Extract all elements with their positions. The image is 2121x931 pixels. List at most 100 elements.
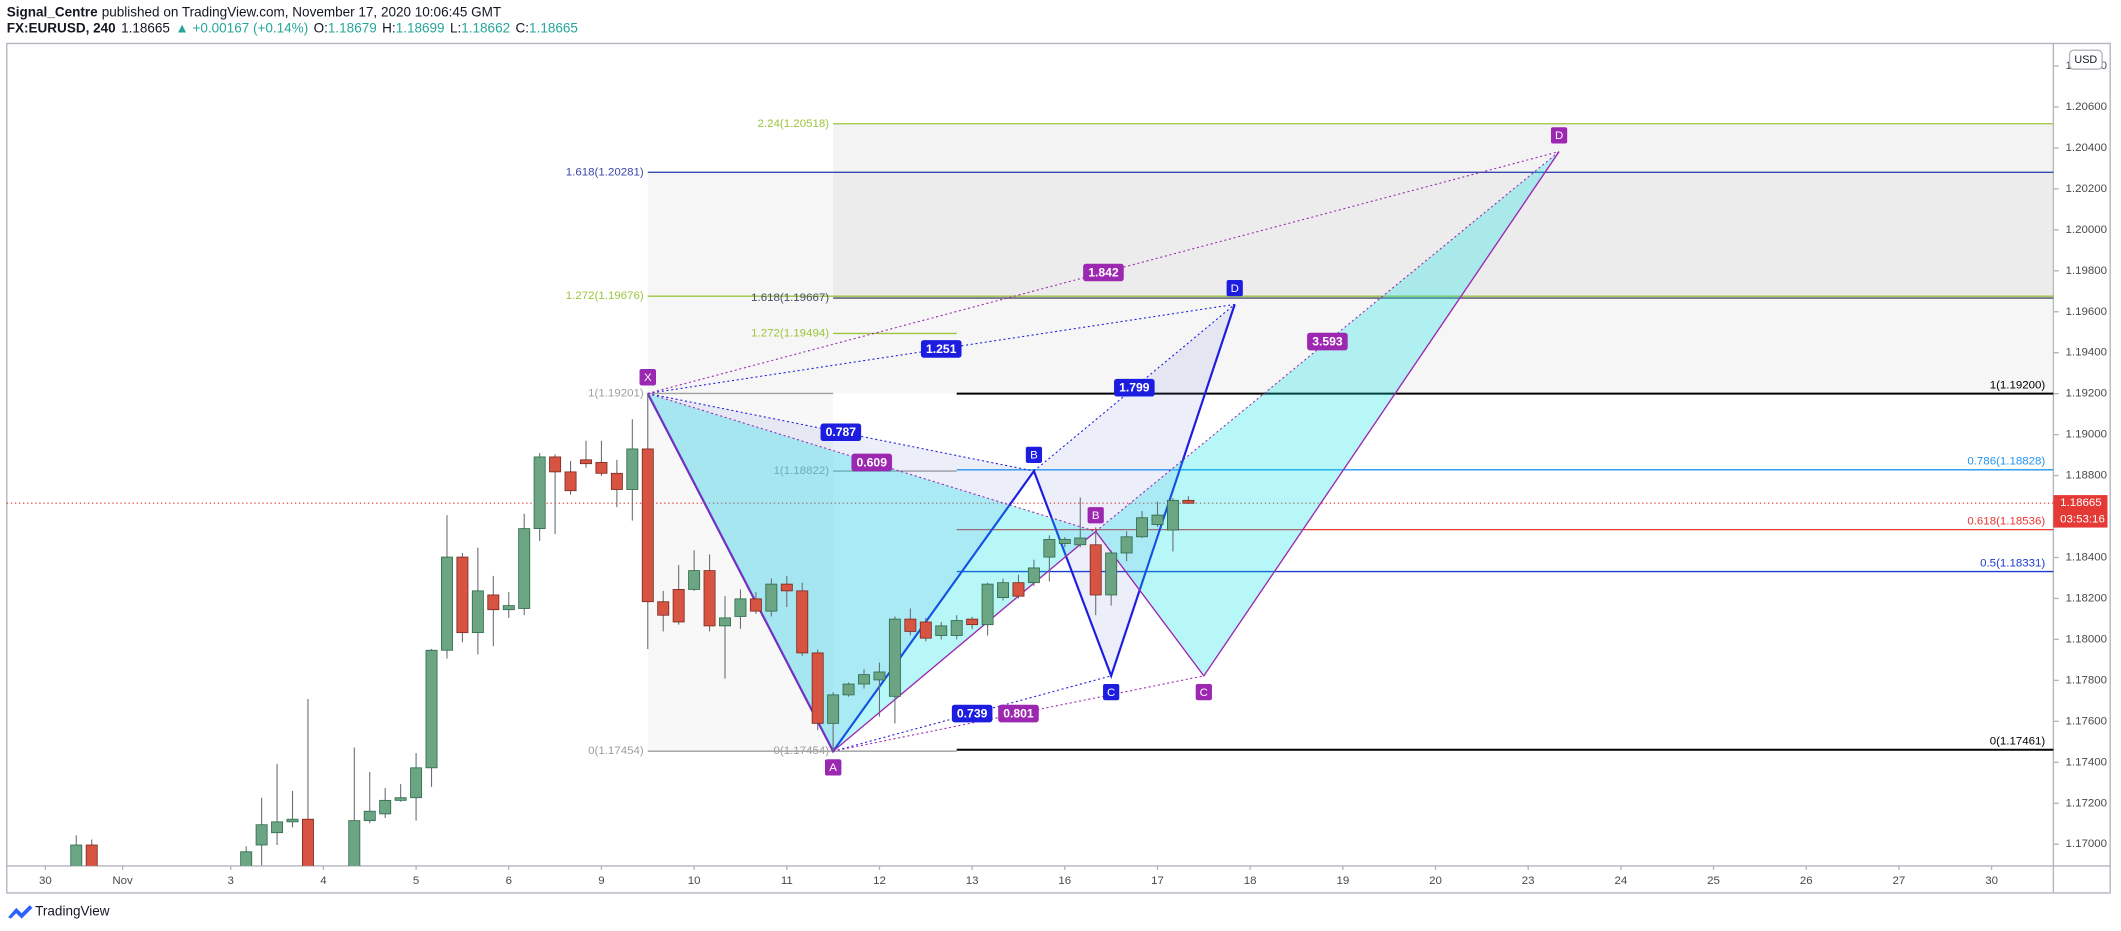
x-tick-label: 12 <box>873 875 886 887</box>
ratio-line <box>1033 303 1236 472</box>
candle-body <box>1074 537 1087 546</box>
quote-field-value: 1.18665 <box>529 20 578 35</box>
candle-body <box>1182 499 1195 504</box>
point-label: B <box>1092 510 1100 522</box>
point-box <box>1025 446 1043 463</box>
shade <box>647 172 2054 394</box>
y-tick-label: 1.20200 <box>2066 183 2108 195</box>
candle-body <box>966 618 979 626</box>
brand: TradingView <box>35 903 110 918</box>
fib-label: 2.24(1.20518) <box>758 118 830 130</box>
candle-body <box>719 617 731 627</box>
quote-field-label: C: <box>516 20 530 35</box>
fib-label: 0.786(1.18828) <box>1967 456 2045 468</box>
x-tick-label: 9 <box>598 875 604 887</box>
candle-body <box>471 590 484 634</box>
y-tick-label: 1.20600 <box>2066 101 2108 113</box>
levels: 2.24(1.20518) 1.618(1.20281) 1.272(1.19676… <box>6 118 2054 757</box>
candle-body <box>487 594 500 611</box>
candle-body <box>626 448 639 490</box>
pattern-fill <box>1095 151 1560 676</box>
pattern-fill <box>647 393 1096 752</box>
candle-body <box>425 649 438 769</box>
x-tick-label: 27 <box>1893 875 1906 887</box>
y-tick-label: 1.19000 <box>2066 429 2108 441</box>
fib-label: 1(1.19200) <box>1990 380 2046 392</box>
candle-body <box>950 620 963 636</box>
x-tick-label: 6 <box>506 875 512 887</box>
candle-body <box>410 767 423 799</box>
ratio-box <box>920 340 962 358</box>
patterns <box>646 151 1560 754</box>
y-tick-label: 1.18400 <box>2066 552 2108 564</box>
candle-body <box>1027 567 1040 584</box>
candle-body <box>904 618 917 632</box>
candle-body <box>502 605 515 611</box>
y-tick-label: 1.19400 <box>2066 347 2108 359</box>
candle-body <box>672 589 685 623</box>
candle-body <box>997 582 1010 599</box>
ratio-line <box>647 392 1035 472</box>
point-label: B <box>1030 450 1038 462</box>
candle-body <box>873 671 886 681</box>
currency-button[interactable] <box>2068 49 2103 70</box>
fib-label: 1.272(1.19494) <box>751 327 829 339</box>
x-tick-label: 20 <box>1429 875 1442 887</box>
candle-body <box>1043 539 1056 558</box>
y-tick-label: 1.19200 <box>2066 388 2108 400</box>
countdown: 03:53:16 <box>2060 513 2105 525</box>
fib-label: 1.618(1.19667) <box>751 292 829 304</box>
x-tick-label: 24 <box>1614 875 1627 887</box>
y-tick-label: 1.17800 <box>2066 674 2108 686</box>
quote-field-label: H: <box>382 20 396 35</box>
candle-body <box>1089 544 1102 596</box>
axes: 1.17000 1.17200 1.17400 1.17600 1.17800 1.180… <box>39 60 2108 887</box>
shade <box>833 123 2054 299</box>
author: Signal_Centre <box>7 4 98 19</box>
ratio-label: 0.739 <box>957 706 988 720</box>
candle-body <box>240 851 253 866</box>
ratio-box <box>851 453 893 472</box>
point-label: A <box>829 762 837 774</box>
fib-label: 1(1.19201) <box>588 387 644 399</box>
candles <box>70 393 1195 866</box>
candle-body <box>1166 499 1179 531</box>
point-label: D <box>1555 130 1563 142</box>
point-label: X <box>644 372 652 384</box>
ratio-label: 3.593 <box>1312 334 1343 348</box>
candle-body <box>255 824 268 846</box>
point-box <box>1226 280 1243 297</box>
point-box <box>1550 127 1568 144</box>
x-tick-label: 23 <box>1522 875 1535 887</box>
published: published on TradingView.com, November 1… <box>102 4 501 19</box>
candle-body <box>301 818 314 866</box>
x-tick-label: 16 <box>1058 875 1071 887</box>
change: ▲ +0.00167 (+0.14%) <box>175 20 308 35</box>
ratio-label: 1.842 <box>1088 265 1119 279</box>
candle-body <box>765 583 778 612</box>
candle-body <box>533 456 546 530</box>
ratio-box <box>1307 332 1348 351</box>
ratio-line <box>647 151 1560 394</box>
candle-body <box>1012 582 1025 597</box>
fib-label: 0(1.17454) <box>774 745 830 757</box>
x-tick-label: Nov <box>112 875 133 887</box>
point-box <box>1195 683 1212 701</box>
ratio-label: 1.799 <box>1119 381 1150 395</box>
ratio-label: 1.251 <box>926 342 957 356</box>
candle-body <box>827 694 840 724</box>
point-box <box>639 369 656 386</box>
x-tick-label: 18 <box>1244 875 1257 887</box>
candle-body <box>780 583 793 592</box>
x-tick-label: 4 <box>320 875 327 887</box>
ratio-box <box>1083 263 1124 282</box>
quote-field-value: 1.18699 <box>396 20 445 35</box>
candle-body <box>858 674 870 685</box>
y-tick-label: 1.17000 <box>2066 838 2108 850</box>
candle-body <box>1058 539 1071 544</box>
point-label: C <box>1107 687 1115 699</box>
currency[interactable]: USD <box>2074 54 2097 66</box>
